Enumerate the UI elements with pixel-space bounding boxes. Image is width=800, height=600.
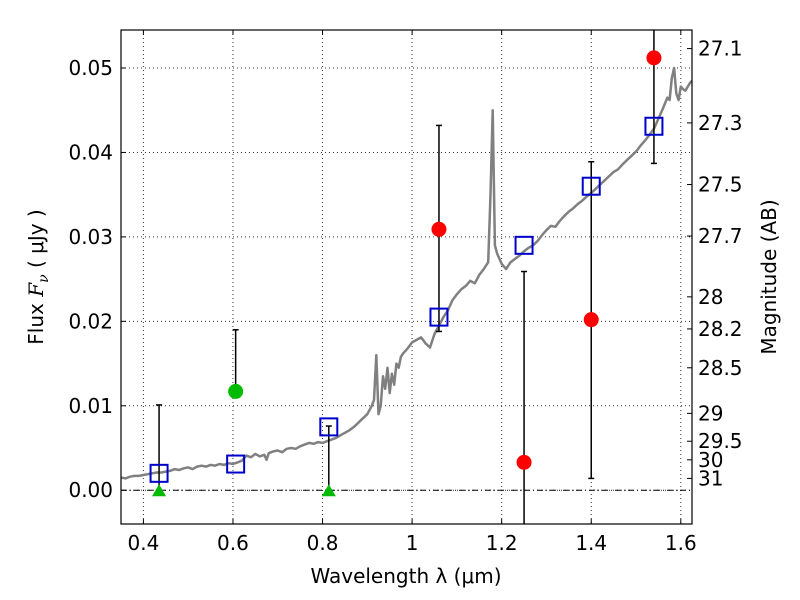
y-axis-label-sub: ν [36, 274, 52, 283]
right-tick-label: 28.5 [698, 356, 743, 380]
y-axis-label-text: Flux [24, 297, 48, 345]
model-point-square [226, 454, 246, 474]
y-tick-label: 0.05 [68, 56, 113, 80]
y-tick-label: 0.02 [68, 309, 113, 333]
right-tick-label: 30 [698, 448, 723, 472]
right-tick-label: 28 [698, 285, 723, 309]
right-tick-label: 28.2 [698, 317, 743, 341]
y-tick-label: 0.01 [68, 394, 113, 418]
y-axis-label: Flux Fν ( μJy ) [24, 209, 52, 344]
x-tick-label: 1 [406, 531, 419, 555]
y-axis-ticks: 0.00 0.01 0.02 0.03 0.04 0.05 [68, 56, 126, 502]
upper-limits-layer [152, 484, 336, 497]
detection-point [516, 454, 532, 470]
upper-limit-triangle [152, 484, 167, 497]
detection-point [431, 221, 447, 237]
right-tick-label: 29.5 [698, 429, 743, 453]
model-point-square [581, 176, 601, 196]
right-tick-label: 27.7 [698, 224, 743, 248]
right-tick-label: 27.3 [698, 111, 743, 135]
y-axis-label-math: F [24, 282, 48, 298]
model-point-square [149, 463, 169, 483]
x-tick-label: 1.6 [665, 531, 697, 555]
x-tick-label: 1.2 [486, 531, 518, 555]
detection-point [228, 383, 244, 399]
x-tick-label: 0.8 [307, 531, 339, 555]
y-tick-label: 0.03 [68, 225, 113, 249]
right-tick-label: 27.1 [698, 37, 743, 61]
x-axis-ticks: 0.4 0.6 0.8 1 1.2 1.4 1.6 [127, 30, 697, 555]
detection-point [583, 312, 599, 328]
x-tick-label: 1.4 [575, 531, 607, 555]
detection-point [646, 50, 662, 66]
x-axis-label: Wavelength λ (μm) [310, 564, 501, 588]
y-tick-label: 0.00 [68, 478, 113, 502]
right-tick-label: 31 [698, 466, 723, 490]
model-point-square [319, 417, 339, 437]
detections-layer [228, 50, 662, 470]
y-tick-label: 0.04 [68, 140, 113, 164]
x-tick-label: 0.4 [127, 531, 159, 555]
y-axis-label-unit: ( μJy ) [24, 209, 48, 274]
x-tick-label: 0.6 [217, 531, 249, 555]
model-point-square [514, 235, 534, 255]
model-point-square [644, 116, 664, 136]
upper-limit-triangle [321, 484, 336, 497]
right-tick-label: 27.5 [698, 173, 743, 197]
model-point-square [429, 307, 449, 327]
right-axis-label: Magnitude (AB) [757, 199, 781, 354]
plot-frame [120, 29, 693, 525]
model-points-layer [149, 116, 664, 483]
right-tick-label: 29 [698, 401, 723, 425]
